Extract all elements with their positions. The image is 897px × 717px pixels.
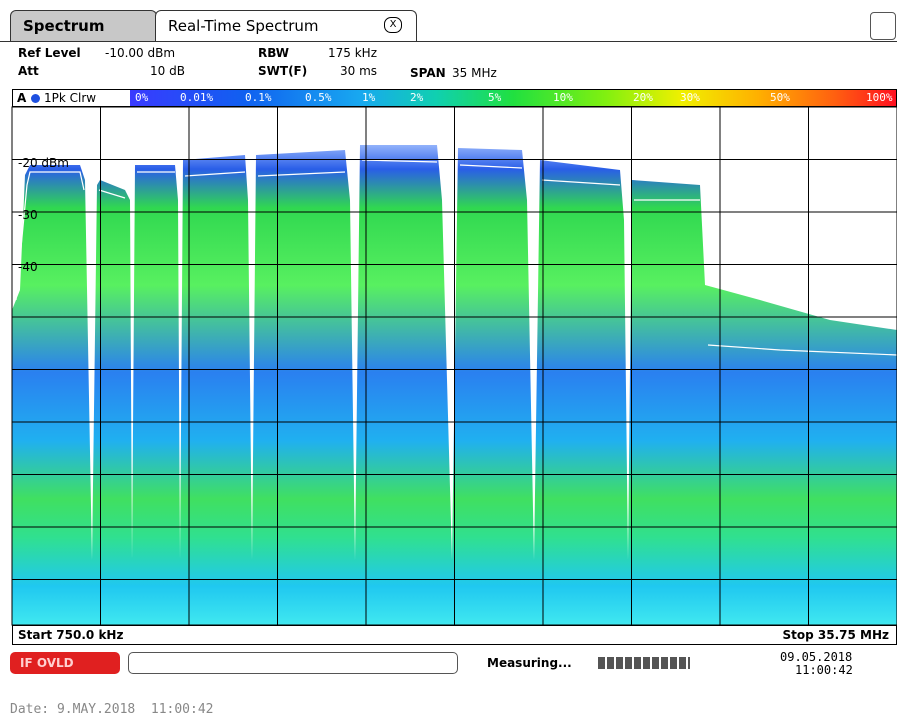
- overload-indicator[interactable]: IF OVLD: [10, 652, 120, 674]
- y-label: -30: [18, 208, 38, 222]
- trace-label: 1Pk Clrw: [44, 91, 97, 105]
- x-bar: [12, 625, 897, 645]
- status-date: 09.05.2018: [780, 650, 853, 664]
- status-state: Measuring...: [487, 656, 572, 670]
- y-label: -20 dBm: [18, 156, 69, 170]
- color-scale-label: 5%: [488, 91, 502, 104]
- stop: Stop 35.75 MHz: [782, 628, 890, 642]
- value: 10 dB: [150, 64, 185, 78]
- value: 30 ms: [340, 64, 378, 78]
- value: 35 MHz: [452, 66, 497, 80]
- color-scale-label: 10%: [553, 91, 573, 104]
- color-scale-label: 30%: [680, 91, 700, 104]
- color-scale-label: 100%: [866, 91, 893, 104]
- color-scale-label: 50%: [770, 91, 790, 104]
- label: SPAN: [410, 66, 446, 80]
- label: SWT(F): [258, 64, 308, 78]
- label: Ref Level: [18, 46, 81, 60]
- color-scale-label: 0.5%: [305, 91, 332, 104]
- trace-id: A: [17, 91, 27, 105]
- status-time: 11:00:42: [795, 663, 853, 677]
- menu-button[interactable]: [870, 12, 896, 40]
- divider: [0, 41, 897, 42]
- color-scale-label: 0%: [135, 91, 149, 104]
- color-scale-label: 0.1%: [245, 91, 272, 104]
- tab[interactable]: Spectrum: [10, 10, 157, 41]
- color-scale-label: 0.01%: [180, 91, 214, 104]
- progress: [598, 657, 690, 669]
- trace-dot: [31, 94, 40, 103]
- label: RBW: [258, 46, 289, 60]
- color-scale: [130, 90, 896, 106]
- y-label: -40: [18, 260, 38, 274]
- value: 175 kHz: [328, 46, 377, 60]
- color-scale-label: 20%: [633, 91, 653, 104]
- footer: Date: 9.MAY.2018 11:00:42: [10, 702, 214, 717]
- color-scale-label: 1%: [362, 91, 376, 104]
- trace-line: [15, 159, 897, 356]
- tab[interactable]: Real-Time Spectrum: [155, 10, 417, 41]
- value: -10.00 dBm: [105, 46, 176, 60]
- start: Start 750.0 kHz: [18, 628, 124, 642]
- input-field[interactable]: [128, 652, 458, 674]
- label: Att: [18, 64, 39, 78]
- color-scale-label: 2%: [410, 91, 424, 104]
- tab-close[interactable]: X: [384, 17, 402, 33]
